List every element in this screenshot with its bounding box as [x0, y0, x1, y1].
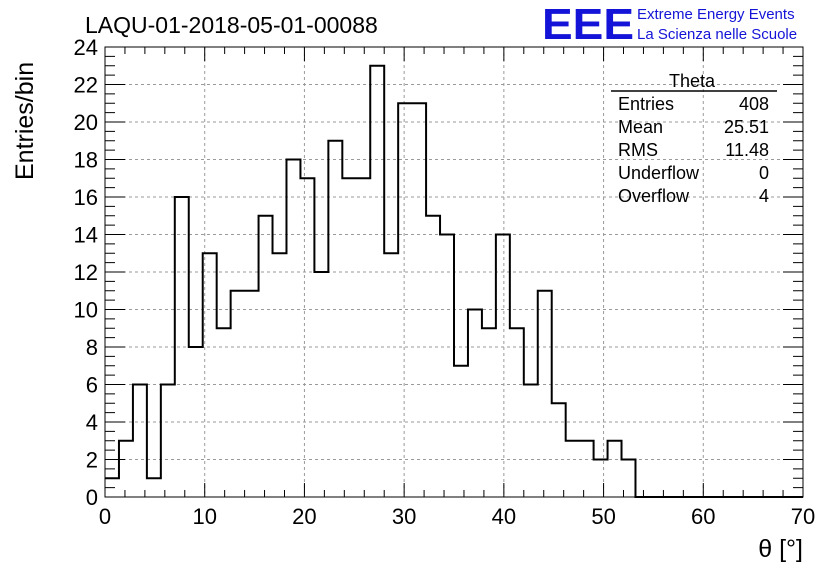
- y-tick-label: 14: [74, 223, 98, 248]
- histogram-line: [105, 64, 803, 498]
- x-tick-label: 30: [392, 504, 416, 529]
- x-tick-label: 10: [192, 504, 216, 529]
- x-tick-label: 20: [292, 504, 316, 529]
- x-tick-label: 50: [591, 504, 615, 529]
- stats-row-label: Entries: [618, 94, 674, 114]
- y-tick-label: 18: [74, 148, 98, 173]
- stats-row-label: Mean: [618, 117, 663, 137]
- y-tick-label: 24: [74, 35, 98, 60]
- stats-row-value: 4: [759, 186, 769, 206]
- y-tick-label: 16: [74, 185, 98, 210]
- y-tick-label: 2: [86, 448, 98, 473]
- y-tick-label: 12: [74, 260, 98, 285]
- stats-row-value: 0: [759, 163, 769, 183]
- x-tick-label: 70: [791, 504, 815, 529]
- stats-row-value: 11.48: [725, 140, 769, 160]
- stats-row-label: RMS: [618, 140, 658, 160]
- org-line-2: La Scienza nelle Scuole: [637, 26, 797, 43]
- y-tick-label: 0: [86, 485, 98, 510]
- axis-ticks: [104, 46, 804, 498]
- y-tick-label: 8: [86, 335, 98, 360]
- x-axis-label: θ [°]: [758, 535, 803, 563]
- y-tick-label: 20: [74, 110, 98, 135]
- y-axis-label: Entries/bin: [11, 62, 39, 180]
- chart-title: LAQU-01-2018-05-01-00088: [85, 12, 378, 38]
- plot-frame: [104, 46, 804, 498]
- y-tick-label: 6: [86, 373, 98, 398]
- x-tick-label: 0: [99, 504, 111, 529]
- x-tick-label: 60: [691, 504, 715, 529]
- x-tick-label: 40: [492, 504, 516, 529]
- stats-title: Theta: [669, 71, 716, 91]
- stats-row-label: Overflow: [618, 186, 690, 206]
- eee-logo: EEE: [542, 0, 634, 49]
- y-tick-label: 4: [86, 410, 98, 435]
- stats-row-label: Underflow: [618, 163, 700, 183]
- stats-box: Theta Entries 408 Mean 25.51 RMS 11.48 Underfl…: [611, 71, 777, 206]
- stats-row-value: 25.51: [724, 117, 769, 137]
- stats-row-value: 408: [739, 94, 769, 114]
- y-tick-label: 22: [74, 73, 98, 98]
- y-tick-label: 10: [74, 298, 98, 323]
- org-line-1: Extreme Energy Events: [637, 6, 795, 23]
